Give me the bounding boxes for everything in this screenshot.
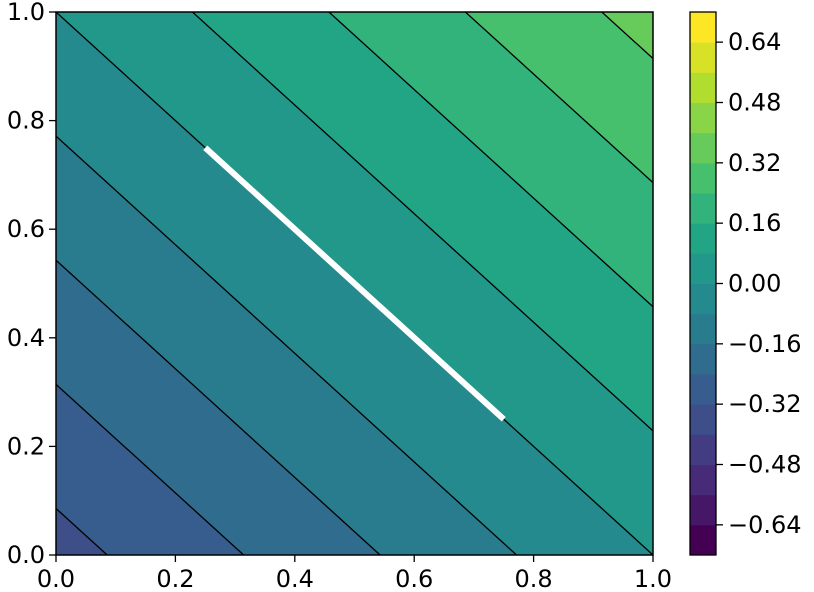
contour-line [56, 507, 108, 555]
colorbar-segment [690, 253, 716, 284]
colorbar-segment [690, 313, 716, 345]
colorbar-segment [690, 102, 716, 134]
x-tick-label: 0.0 [37, 565, 75, 592]
colorbar-segment [690, 132, 716, 164]
colorbar-tick-label: 0.00 [728, 270, 781, 298]
colorbar-tick-label: −0.48 [728, 451, 802, 479]
colorbar-segment [690, 42, 716, 73]
colorbar-segment [690, 404, 716, 435]
white-line-segment [203, 145, 506, 422]
colorbar-segment [690, 12, 716, 43]
contour-line [464, 12, 653, 184]
colorbar-tick-label: 0.48 [728, 89, 781, 117]
colorbar-segment [690, 494, 716, 526]
colorbar-segment [690, 193, 716, 224]
colorbar-tick-label: 0.16 [728, 209, 781, 237]
colorbar-tick-label: 0.64 [728, 28, 781, 56]
y-tick-label: 0.6 [7, 215, 45, 243]
colorbar-tick-label: −0.64 [728, 511, 802, 539]
colorbar-segment [690, 162, 716, 194]
x-tick-label: 1.0 [634, 565, 672, 592]
colorbar-segment [690, 464, 716, 496]
contour-line [56, 383, 245, 555]
overlay-layer [203, 145, 506, 422]
colorbar-segment [690, 283, 716, 315]
y-axis: 0.0 0.2 0.4 0.6 0.8 1.0 [7, 0, 56, 569]
colorbar-tick-label: −0.16 [728, 330, 802, 358]
colorbar-segment [690, 524, 716, 556]
x-tick-label: 0.6 [395, 565, 433, 592]
colorbar-tick-label: −0.32 [728, 390, 802, 418]
x-axis: 0.0 0.2 0.4 0.6 0.8 1.0 [37, 555, 672, 592]
colorbar: 0.64 0.48 0.32 0.16 0.00 −0.16 −0.32 −0.48 −0.64 [689, 11, 802, 556]
y-tick-label: 0.4 [7, 324, 45, 352]
y-tick-label: 0.8 [7, 107, 45, 135]
plot-frame [55, 11, 654, 556]
contour-line [56, 135, 517, 555]
y-tick-label: 0.0 [7, 541, 45, 569]
y-tick-label: 1.0 [7, 0, 45, 26]
colorbar-segment [690, 223, 716, 254]
colorbar-segment [690, 374, 716, 405]
colorbar-segment [690, 72, 716, 103]
x-tick-label: 0.8 [515, 565, 553, 592]
colorbar-tick-label: 0.32 [728, 149, 781, 177]
contour-lines [56, 12, 653, 555]
x-tick-label: 0.2 [156, 565, 194, 592]
contour-line [328, 12, 653, 308]
y-tick-label: 0.2 [7, 432, 45, 460]
colorbar-segment [690, 343, 716, 375]
contour-line [192, 12, 653, 432]
contour-line [601, 12, 653, 60]
colorbar-segment [690, 434, 716, 465]
x-tick-label: 0.4 [276, 565, 314, 592]
contour-line [56, 259, 381, 555]
